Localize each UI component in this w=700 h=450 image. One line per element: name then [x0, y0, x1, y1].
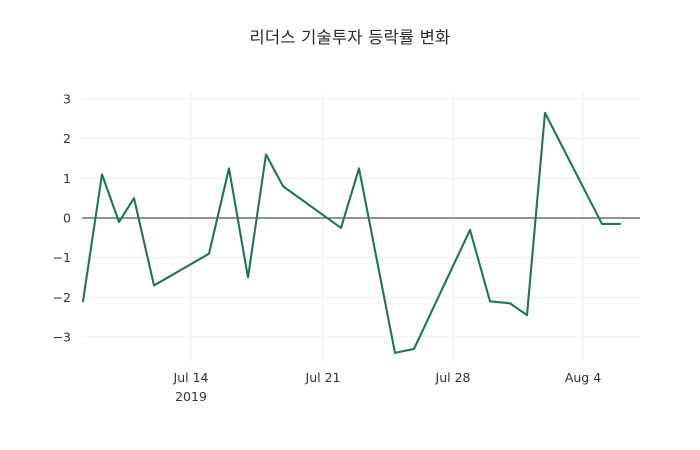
y-tick-label: −1: [53, 250, 71, 265]
data-series: [81, 111, 622, 354]
chart-title: 리더스 기술투자 등락률 변화: [249, 28, 451, 47]
y-tick-label: 1: [63, 171, 71, 186]
x-tick-sublabel: 2019: [175, 389, 207, 404]
series-line: [81, 111, 622, 354]
x-tick-label: Aug 4: [565, 370, 601, 385]
y-tick-label: 0: [63, 211, 71, 226]
x-tick-label: Jul 28: [435, 370, 471, 385]
x-gridlines: [190, 93, 584, 362]
x-tick-label: Jul 21: [305, 370, 341, 385]
y-tick-label: 2: [63, 131, 71, 146]
y-tick-label: 3: [63, 91, 71, 106]
y-tick-label: −3: [53, 330, 71, 345]
y-tick-label: −2: [53, 290, 71, 305]
x-axis-tick-labels: Jul 14 2019 Jul 21 Jul 28 Aug 4: [173, 370, 602, 404]
y-axis-tick-labels: 3 2 1 0 −1 −2 −3: [53, 91, 71, 344]
x-tick-label: Jul 14: [173, 370, 209, 385]
